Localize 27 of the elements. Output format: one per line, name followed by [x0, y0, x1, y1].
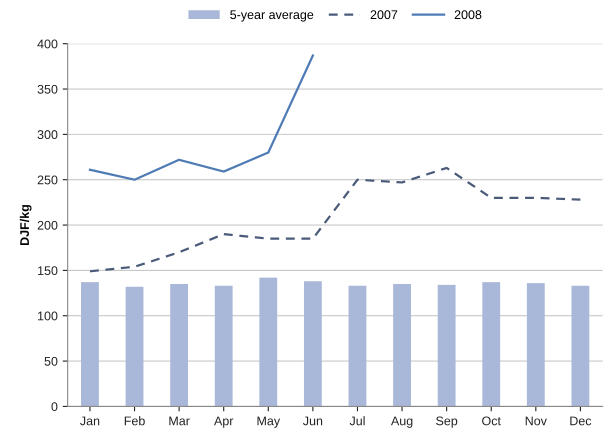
x-tick-label: Jun: [303, 416, 322, 426]
y-axis-title: DJF/kg: [20, 205, 32, 246]
x-tick-label: Jan: [80, 416, 100, 426]
x-tick-label: Feb: [124, 416, 145, 426]
x-tick-label: Mar: [169, 416, 190, 426]
legend-label: 5-year average: [230, 10, 314, 22]
y-tick-label: 250: [38, 176, 58, 184]
y-tick-label: 0: [51, 402, 58, 412]
x-tick-label: May: [258, 416, 280, 428]
x-tick-label: Oct: [482, 416, 501, 426]
x-tick-label: Nov: [526, 416, 547, 426]
x-tick-label: Jul: [350, 416, 365, 426]
x-tick-label: Dec: [570, 416, 592, 426]
y-tick-label: 200: [38, 220, 58, 230]
y-tick-label: 50: [44, 356, 58, 366]
legend-label: 2007: [370, 10, 398, 20]
y-tick-label: 150: [38, 266, 58, 276]
x-tick-label: Aug: [390, 416, 412, 428]
x-tick-label: Apr: [214, 416, 234, 428]
x-tick-label: Sep: [436, 416, 458, 428]
line-series: [88, 54, 314, 181]
y-tick-label: 350: [38, 84, 58, 94]
legend-label: 2008: [454, 10, 482, 20]
y-tick-label: 400: [37, 40, 58, 48]
y-tick-label: 100: [38, 312, 58, 320]
y-tick-label: 300: [38, 130, 58, 140]
line-series: [88, 166, 582, 272]
